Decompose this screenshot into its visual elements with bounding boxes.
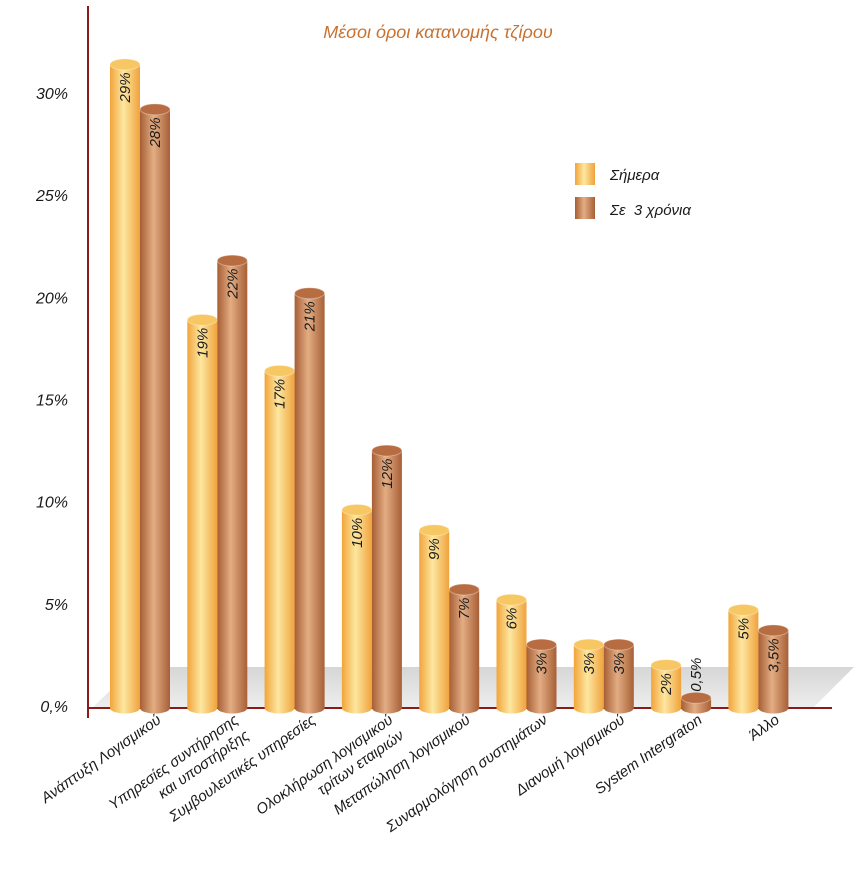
legend-item-future: Σε 3 χρόνια xyxy=(575,197,691,219)
legend-label-today: Σήμερα xyxy=(609,167,660,184)
category-label: Ανάπτυξη Λογισμικού xyxy=(37,711,164,807)
bar-value-label: 28% xyxy=(147,117,164,148)
bar-today xyxy=(186,313,218,714)
bar-value-label: 21% xyxy=(302,301,319,332)
legend-item-today: Σήμερα xyxy=(575,163,660,185)
bar-value-label: 3,5% xyxy=(765,638,782,672)
y-tick-label: 25% xyxy=(35,188,68,205)
bar-value-label: 3% xyxy=(581,653,598,675)
bar-value-label: 19% xyxy=(194,328,211,358)
bar-today xyxy=(418,524,450,714)
bar-today xyxy=(496,593,527,714)
y-tick-label: 20% xyxy=(35,290,68,307)
bar-future xyxy=(294,287,326,714)
bar-value-label: 9% xyxy=(426,538,443,560)
bar-value-label: 6% xyxy=(504,608,521,630)
bar-value-label: 7% xyxy=(456,598,473,620)
bar-value-label: 12% xyxy=(379,459,396,489)
category-label: Άλλο xyxy=(745,711,783,744)
bar-today xyxy=(573,638,605,714)
bar-today xyxy=(727,603,759,714)
bar-value-label: 5% xyxy=(735,618,752,640)
y-tick-label: 15% xyxy=(36,393,68,410)
y-tick-label: 30% xyxy=(36,86,68,103)
chart-title: Μέσοι όροι κατανομής τζίρου xyxy=(323,22,553,42)
y-axis-ticks: 0,% 5% 10% 15% 20% 25% 30% xyxy=(35,86,68,716)
bar-value-label: 3% xyxy=(611,653,628,675)
y-tick-label: 5% xyxy=(45,597,68,614)
bar-future xyxy=(448,583,480,714)
y-tick-label: 0,% xyxy=(40,699,68,716)
legend: Σήμερα Σε 3 χρόνια xyxy=(575,163,691,219)
bars-group: 29% 28% 19% 22% 17% 21% 10% 12% 9% 7% 6% 3% 3% 3% 2% 0,… xyxy=(109,58,789,714)
legend-swatch-today xyxy=(575,163,595,185)
y-tick-label: 10% xyxy=(36,495,68,512)
bar-today xyxy=(109,58,141,714)
bar-value-label: 10% xyxy=(349,518,366,548)
bar-value-label: 2% xyxy=(658,673,675,696)
bar-today xyxy=(341,503,373,714)
bar-future xyxy=(603,638,635,714)
bar-value-label: 29% xyxy=(117,72,134,103)
bar-today xyxy=(264,364,296,714)
bar-future xyxy=(371,444,403,714)
bar-future xyxy=(680,691,712,714)
legend-swatch-future xyxy=(575,197,595,219)
bar-value-label: 3% xyxy=(534,653,551,675)
bar-future xyxy=(757,624,789,714)
bar-today xyxy=(650,659,682,714)
legend-label-future: Σε 3 χρόνια xyxy=(609,202,691,219)
bar-future xyxy=(139,103,171,714)
bar-future xyxy=(526,638,557,714)
bar-future xyxy=(216,254,248,714)
bar-value-label: 0,5% xyxy=(688,658,705,692)
bar-value-label: 17% xyxy=(272,379,289,409)
bar-value-label: 22% xyxy=(224,269,241,300)
